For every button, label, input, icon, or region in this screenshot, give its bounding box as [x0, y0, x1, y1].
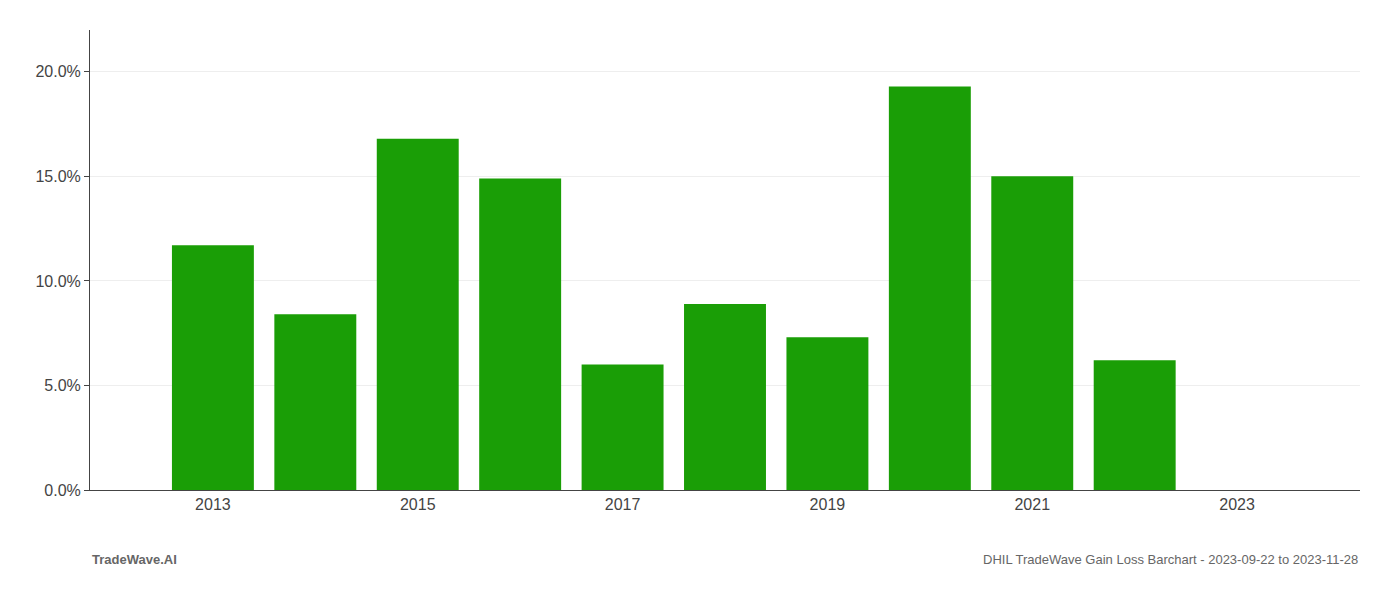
svg-text:2019: 2019	[810, 496, 846, 513]
svg-text:10.0%: 10.0%	[35, 273, 80, 290]
svg-text:15.0%: 15.0%	[35, 168, 80, 185]
svg-text:20.0%: 20.0%	[35, 63, 80, 80]
svg-text:2021: 2021	[1014, 496, 1050, 513]
svg-text:5.0%: 5.0%	[44, 377, 80, 394]
svg-text:2015: 2015	[400, 496, 436, 513]
svg-text:0.0%: 0.0%	[44, 482, 80, 499]
svg-text:2023: 2023	[1219, 496, 1255, 513]
svg-text:TradeWave.AI: TradeWave.AI	[92, 552, 177, 567]
svg-text:DHIL TradeWave Gain Loss Barch: DHIL TradeWave Gain Loss Barchart - 2023…	[983, 552, 1358, 567]
svg-text:2017: 2017	[605, 496, 641, 513]
svg-text:2013: 2013	[195, 496, 231, 513]
